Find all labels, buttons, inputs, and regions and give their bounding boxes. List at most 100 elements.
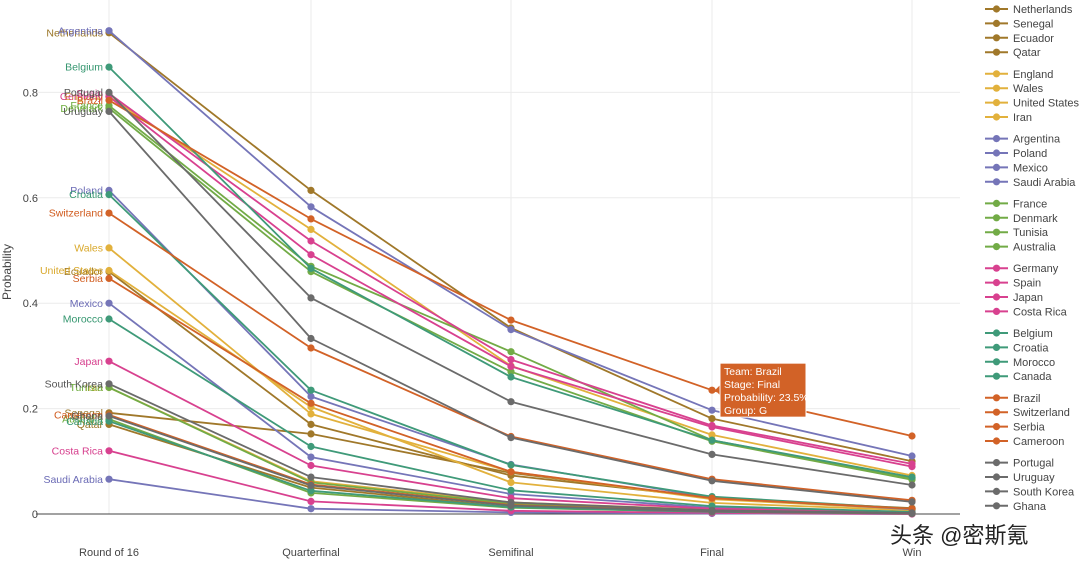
end-labels: Netherlands Senegal Ecuador Qatar England Wal… [40,25,104,486]
data-point [908,452,916,460]
data-point [105,417,113,425]
team-label: Poland [70,185,103,197]
team-label: Netherlands [46,27,103,39]
legend-item-uruguay[interactable]: Uruguay [985,472,1055,484]
data-point [908,498,916,506]
data-point [507,468,515,476]
tooltip-box [719,362,807,418]
legend-item-spain[interactable]: Spain [985,278,1041,290]
data-point [105,447,113,455]
team-label: Saudi Arabia [43,474,103,486]
legend-item-denmark[interactable]: Denmark [985,213,1058,225]
legend-item-croatia[interactable]: Croatia [985,342,1049,354]
legend-swatch-marker [992,473,1001,481]
data-point [105,107,113,115]
data-point [507,373,515,381]
legend-item-canada[interactable]: Canada [985,371,1052,383]
legend-item-argentina[interactable]: Argentina [985,134,1061,146]
data-point [307,186,315,194]
data-point [105,299,113,307]
team-label: France [70,100,103,112]
legend-item-australia[interactable]: Australia [985,242,1057,254]
data-point [307,505,315,513]
legend-swatch-marker [992,293,1001,301]
data-point [307,442,315,451]
legend-item-england[interactable]: England [985,69,1053,81]
series-croatia [105,191,916,513]
legend-item-south-korea[interactable]: South Korea [985,486,1075,498]
legend-label: Senegal [1013,18,1053,30]
x-tick-label: Round of 16 [79,547,139,559]
data-point [908,460,916,468]
y-tick-label: 0.2 [23,404,38,416]
legend-item-germany[interactable]: Germany [985,263,1059,275]
data-point [307,487,315,495]
team-label: Tunisia [70,382,104,394]
legend-item-brazil[interactable]: Brazil [985,393,1041,405]
data-point [507,316,515,324]
legend-swatch-marker [992,408,1001,416]
legend-label: Cameroon [1013,436,1064,448]
data-point [307,410,315,418]
legend-item-serbia[interactable]: Serbia [985,422,1046,434]
team-label: Canada [66,416,103,428]
legend-item-qatar[interactable]: Qatar [985,47,1041,59]
legend-item-cameroon[interactable]: Cameroon [985,436,1064,448]
series-portugal [105,88,916,489]
legend-item-mexico[interactable]: Mexico [985,162,1048,174]
data-point [105,191,113,199]
data-point [307,294,315,302]
team-label: Senegal [64,407,103,419]
legend-item-ghana[interactable]: Ghana [985,501,1047,513]
legend-label: Spain [1013,278,1041,290]
legend-label: Canada [1013,371,1052,383]
team-label: Mexico [70,298,103,310]
legend-item-united-states[interactable]: United States [985,98,1080,110]
data-point [507,356,515,364]
legend-item-senegal[interactable]: Senegal [985,18,1053,30]
legend-item-morocco[interactable]: Morocco [985,357,1055,369]
data-point [307,334,315,343]
legend-label: Germany [1013,263,1059,275]
legend-item-belgium[interactable]: Belgium [985,328,1053,340]
legend-item-costa-rica[interactable]: Costa Rica [985,306,1068,318]
legend-item-switzerland[interactable]: Switzerland [985,407,1070,419]
legend-item-ecuador[interactable]: Ecuador [985,33,1054,45]
legend-item-portugal[interactable]: Portugal [985,458,1054,470]
tooltip-line: Group: G [724,405,767,417]
legend-item-japan[interactable]: Japan [985,292,1043,304]
data-point [105,27,113,35]
series-uruguay [105,107,916,506]
team-label: Qatar [77,419,104,431]
legend-item-france[interactable]: France [985,198,1047,210]
data-point [708,477,716,485]
data-point [105,412,113,420]
data-point [507,478,515,486]
legend-label: England [1013,69,1053,81]
legend-item-saudi-arabia[interactable]: Saudi Arabia [985,177,1076,189]
legend-swatch-marker [992,228,1001,236]
data-point [507,326,515,334]
legend-item-poland[interactable]: Poland [985,148,1047,160]
series-serbia [105,274,916,513]
legend-item-netherlands[interactable]: Netherlands [985,4,1073,16]
team-label: Argentina [58,25,103,37]
team-label: Ecuador [64,266,104,278]
legend-item-iran[interactable]: Iran [985,112,1032,124]
legend-label: Uruguay [1013,472,1055,484]
legend-item-wales[interactable]: Wales [985,83,1044,95]
legend-label: Brazil [1013,393,1041,405]
legend-swatch-marker [992,84,1001,92]
team-label: South Korea [45,378,104,390]
legend-swatch-marker [992,135,1001,143]
data-point [507,348,515,356]
tooltip-line: Team: Brazil [724,366,782,378]
legend[interactable]: Netherlands Senegal Ecuador Qatar England Wal… [985,4,1080,513]
legend-swatch-marker [992,394,1001,402]
data-point [307,461,315,470]
series-argentina [105,27,916,460]
legend-swatch-marker [992,48,1001,56]
legend-item-tunisia[interactable]: Tunisia [985,227,1049,239]
